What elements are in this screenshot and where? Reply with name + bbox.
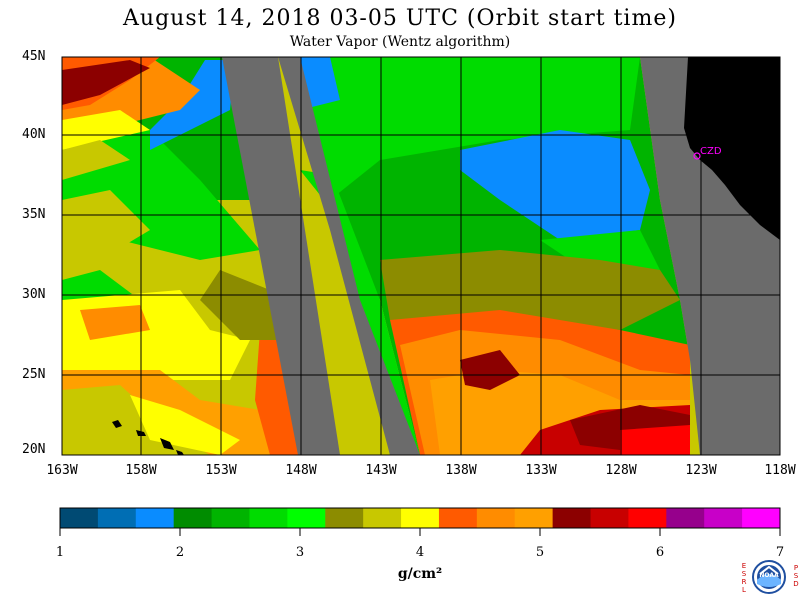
station-label: CZD xyxy=(700,146,722,157)
colorbar-swatch xyxy=(438,508,478,528)
colorbar-swatch xyxy=(97,508,137,528)
longitude-label: 128W xyxy=(605,463,637,478)
colorbar-tick-label: 3 xyxy=(295,545,305,560)
longitude-label: 138W xyxy=(445,463,477,478)
latitude-label: 35N xyxy=(22,207,46,222)
latitude-label: 45N xyxy=(22,49,46,64)
longitude-label: 118W xyxy=(764,463,796,478)
colorbar-swatch xyxy=(173,508,213,528)
colorbar-swatch xyxy=(325,508,364,528)
latitude-label: 20N xyxy=(22,442,46,457)
colorbar-swatch xyxy=(742,508,781,528)
colorbar-swatch xyxy=(249,508,288,528)
colorbar-tick-label: 2 xyxy=(175,545,185,560)
colorbar-tick-label: 1 xyxy=(55,545,65,560)
colorbar-swatch xyxy=(211,508,250,528)
station-marker xyxy=(693,152,701,160)
colorbar-swatch xyxy=(60,508,99,528)
map-graticule xyxy=(61,56,781,456)
colorbar-swatch xyxy=(401,508,440,528)
longitude-label: 148W xyxy=(285,463,317,478)
colorbar-swatch xyxy=(590,508,629,528)
longitude-label: 163W xyxy=(46,463,78,478)
colorbar-swatch xyxy=(135,508,175,528)
latitude-label: 30N xyxy=(22,287,46,302)
longitude-label: 133W xyxy=(525,463,557,478)
colorbar-units: g/cm² xyxy=(397,566,443,582)
longitude-label: 153W xyxy=(205,463,237,478)
latitude-label: 40N xyxy=(22,127,46,142)
colorbar-swatch xyxy=(666,508,705,528)
map-title: August 14, 2018 03-05 UTC (Orbit start t… xyxy=(123,6,677,31)
colorbar-tick-label: 5 xyxy=(535,545,545,560)
latitude-label: 25N xyxy=(22,367,46,382)
longitude-label: 123W xyxy=(685,463,717,478)
colorbar-swatch xyxy=(552,508,592,528)
colorbar-swatch xyxy=(628,508,667,528)
colorbar-swatch xyxy=(476,508,516,528)
colorbar-swatch xyxy=(363,508,402,528)
colorbar-tick-label: 4 xyxy=(415,545,425,560)
noaa-text: NOAA xyxy=(759,572,779,579)
colorbar-swatch xyxy=(704,508,743,528)
colorbar-swatch xyxy=(514,508,554,528)
noaa-logo xyxy=(752,560,786,594)
colorbar xyxy=(59,507,781,536)
longitude-label: 158W xyxy=(125,463,157,478)
map-field xyxy=(62,57,780,455)
colorbar-tick-label: 7 xyxy=(775,545,785,560)
colorbar-tick-label: 6 xyxy=(655,545,665,560)
longitude-label: 143W xyxy=(365,463,397,478)
map-subtitle: Water Vapor (Wentz algorithm) xyxy=(289,34,511,50)
colorbar-swatch xyxy=(287,508,326,528)
